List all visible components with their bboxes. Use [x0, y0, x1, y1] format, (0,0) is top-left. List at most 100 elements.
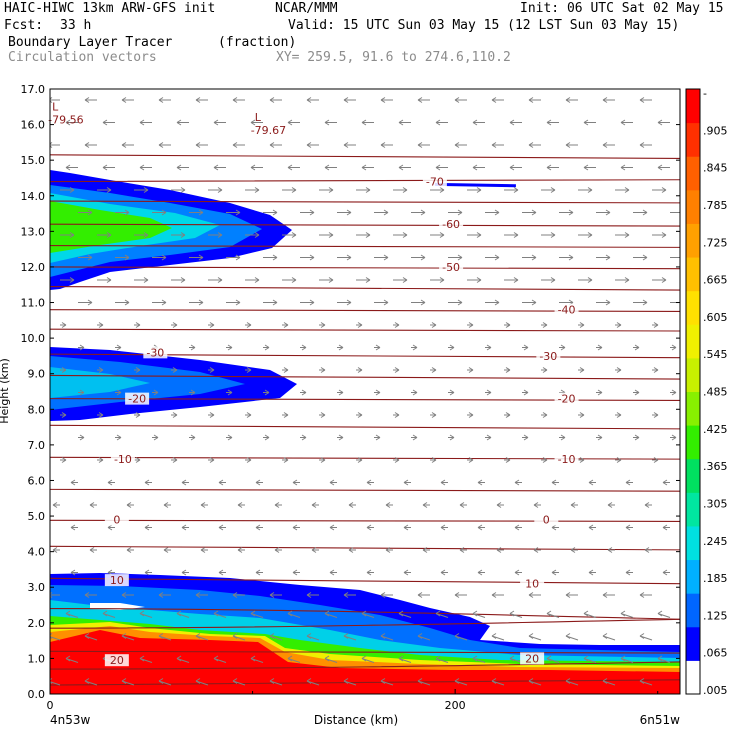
- vector-arrowhead: [348, 547, 354, 553]
- vector-arrowhead: [550, 277, 556, 283]
- vector-arrowhead: [287, 655, 293, 662]
- y-tick-label: 16.0: [21, 119, 46, 132]
- y-tick-label: 17.0: [21, 83, 46, 96]
- vector-arrowhead: [235, 254, 241, 261]
- vector-arrowhead: [653, 322, 659, 328]
- vector-arrowhead: [420, 209, 426, 216]
- vector-arrowhead: [486, 389, 492, 396]
- vector-arrowhead: [472, 119, 478, 126]
- vector-arrowhead: [291, 187, 297, 193]
- vector-arrowhead: [232, 678, 238, 684]
- vector-arrowhead: [528, 142, 534, 148]
- vector-arrowhead: [531, 254, 537, 261]
- isotherm-line: [50, 223, 680, 227]
- isotherm-label: -60: [442, 218, 460, 231]
- vector-arrowhead: [135, 367, 141, 373]
- vector-arrowhead: [172, 457, 178, 463]
- vector-arrowhead: [431, 457, 437, 463]
- isotherm-label: -30: [539, 350, 557, 363]
- vector-arrowhead: [237, 547, 243, 553]
- vector-arrowhead: [597, 344, 603, 351]
- vector-arrowhead: [121, 678, 127, 684]
- vector-arrowhead: [422, 547, 428, 553]
- cross-section-endpoints: XY= 259.5, 91.6 to 274.6,110.2: [276, 50, 511, 65]
- vector-arrowhead: [283, 412, 289, 418]
- isotherm-line: [50, 488, 680, 492]
- vector-arrowhead: [309, 254, 315, 261]
- colorbar-label: .725: [703, 236, 728, 249]
- vector-arrowhead: [180, 277, 186, 283]
- vector-arrowhead: [402, 232, 408, 238]
- vector-arrowhead: [190, 389, 196, 396]
- isotherm-label-bg: [439, 260, 464, 273]
- vector-arrowhead: [457, 254, 463, 261]
- vector-arrowhead: [181, 524, 187, 531]
- vector-arrowhead: [301, 344, 307, 351]
- vector-arrowhead: [375, 389, 381, 396]
- vector-arrowhead: [218, 524, 224, 531]
- vector-arrowhead: [435, 164, 441, 171]
- vector-arrowhead: [52, 547, 58, 553]
- vector-arrowhead: [346, 209, 352, 216]
- vector-arrowhead: [65, 164, 71, 171]
- vector-arrowhead: [505, 322, 511, 328]
- right-endpoint-label: 6n51w: [640, 713, 681, 727]
- isotherm-labels: -70 -60 -50 -40 -30 -30 -20 -20 -10 -10 0 0 10 10 20 20…: [48, 100, 579, 667]
- vector-arrowhead: [357, 322, 363, 328]
- colorbar-cell: [686, 492, 700, 527]
- vector-arrowhead: [642, 209, 648, 216]
- vector-arrowhead: [657, 610, 663, 617]
- x-axis-label: Distance (km): [314, 713, 398, 727]
- vector-arrowhead: [89, 502, 95, 508]
- vector-arrowhead: [124, 254, 130, 261]
- isotherm-line: [50, 266, 680, 270]
- vector-arrowhead: [50, 142, 53, 148]
- vector-arrowhead: [143, 277, 149, 283]
- vector-arrowhead: [542, 457, 548, 463]
- vector-arrowhead: [158, 678, 164, 684]
- isotherm-label: 20: [110, 654, 124, 667]
- vector-arrowhead: [550, 187, 556, 193]
- vector-arrowhead: [246, 322, 252, 328]
- vector-arrowhead: [181, 569, 187, 576]
- colorbar-label: .785: [703, 199, 728, 212]
- vector-arrowhead: [158, 633, 164, 639]
- valid-time: Valid: 15 UTC Sun 03 May 15 (12 LST Sun …: [288, 18, 680, 33]
- vector-arrowhead: [70, 479, 76, 486]
- vector-arrowhead: [311, 547, 317, 553]
- vector-arrowhead: [163, 502, 169, 508]
- vector-arrowhead: [528, 633, 534, 639]
- vector-arrowhead: [361, 164, 367, 171]
- vector-arrowhead: [283, 367, 289, 373]
- vector-arrowhead: [616, 457, 622, 463]
- vector-arrowhead: [565, 142, 571, 148]
- vector-arrowhead: [176, 655, 182, 662]
- y-tick-label: 7.0: [28, 439, 46, 452]
- vector-arrowhead: [232, 97, 238, 103]
- vector-arrowhead: [431, 412, 437, 418]
- vector-arrowhead: [217, 232, 223, 238]
- vector-arrowhead: [550, 232, 556, 238]
- vector-arrowhead: [324, 164, 330, 171]
- vector-arrowhead: [98, 457, 104, 463]
- colorbar-label: .125: [703, 609, 728, 622]
- vector-arrowhead: [250, 119, 256, 126]
- vector-arrowhead: [509, 164, 515, 171]
- vector-arrowhead: [394, 322, 400, 328]
- model-title: HAIC-HIWC 13km ARW-GFS init: [4, 1, 216, 16]
- colorbar-cell: [686, 223, 700, 258]
- y-tick-label: 6.0: [28, 474, 46, 487]
- vector-arrowhead: [161, 209, 167, 216]
- isotherm-label: -70: [426, 176, 444, 189]
- low-marker: L: [52, 100, 59, 113]
- vector-arrowhead: [383, 299, 389, 306]
- vector-arrowhead: [639, 678, 645, 684]
- vector-arrowhead: [348, 502, 354, 508]
- vector-arrowhead: [528, 97, 534, 103]
- vector-arrowhead: [588, 524, 594, 531]
- colorbar-cell: [686, 257, 700, 292]
- vector-arrowhead: [84, 592, 90, 598]
- vector-arrowhead: [87, 254, 93, 261]
- vector-arrowhead: [217, 187, 223, 193]
- vector-arrowhead: [176, 164, 182, 171]
